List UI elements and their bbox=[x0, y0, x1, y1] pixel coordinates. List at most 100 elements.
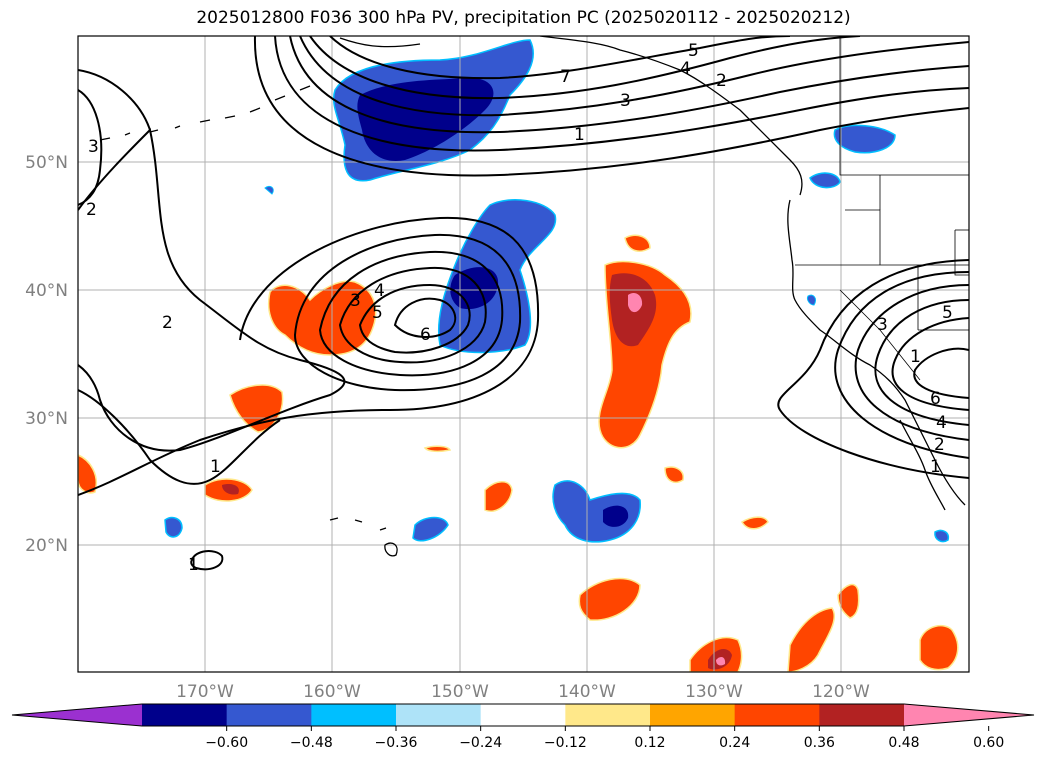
hawaii-islands bbox=[329, 517, 398, 557]
pv-label: 3 bbox=[350, 291, 361, 311]
colorbar-box bbox=[226, 704, 312, 726]
precip-blob-east-3 bbox=[423, 445, 452, 453]
precip-blob-hawaii-east bbox=[412, 516, 449, 542]
precip-blob-canada bbox=[833, 124, 896, 154]
colorbar-tick-label: −0.36 bbox=[375, 735, 418, 751]
precip-blob-central-core bbox=[450, 267, 499, 310]
pv-contour-north-2 bbox=[274, 36, 969, 152]
pv-label: 6 bbox=[930, 389, 941, 409]
pv-label: 5 bbox=[372, 303, 383, 323]
pv-label: 1 bbox=[910, 347, 921, 367]
pv-label: 5 bbox=[942, 303, 953, 323]
pv-label: 1 bbox=[210, 457, 221, 477]
pv-contour-central-4 bbox=[338, 266, 487, 364]
colorbar-tick-label: 0.48 bbox=[888, 735, 919, 751]
precip-blob-baja bbox=[934, 529, 950, 543]
pv-label: 4 bbox=[936, 413, 947, 433]
pv-label: 2 bbox=[86, 200, 97, 220]
pv-label: 6 bbox=[420, 325, 431, 345]
colorbar-tick-label: −0.24 bbox=[459, 735, 502, 751]
pv-contour-east-1 bbox=[777, 259, 969, 479]
precip-blob-east-2 bbox=[664, 466, 684, 483]
colorbar-box bbox=[734, 704, 820, 726]
colorbar-box bbox=[311, 704, 397, 726]
precip-blob-north-pacific-core bbox=[357, 78, 494, 161]
pv-label: 1 bbox=[574, 125, 585, 145]
lon-label: 150°W bbox=[431, 682, 489, 702]
lat-label: 20°N bbox=[25, 536, 68, 556]
pv-contour-central-5 bbox=[358, 283, 471, 354]
pv-contour-north-1 bbox=[253, 36, 969, 177]
pv-contour-north-3 bbox=[289, 36, 969, 134]
lat-label: 40°N bbox=[25, 281, 68, 301]
colorbar: −0.60 −0.48 −0.36 −0.24 −0.12 0.12 0.24 0.36 0.4… bbox=[11, 703, 1035, 751]
pv-label: 2 bbox=[716, 71, 727, 91]
west-coast-north-america bbox=[787, 199, 966, 506]
pv-contour-labels: 3 2 2 1 1 1 3 7 5 4 2 3 4 5 6 3 5 1 6 4 … bbox=[86, 41, 953, 575]
pv-label: 1 bbox=[188, 555, 199, 575]
precip-blob-small-1 bbox=[264, 185, 274, 195]
lon-label: 160°W bbox=[303, 682, 361, 702]
map-title: 2025012800 F036 300 hPa PV, precipitatio… bbox=[196, 8, 851, 28]
pv-contour-central-6 bbox=[393, 297, 457, 338]
colorbar-box bbox=[480, 704, 566, 726]
colorbar-tick-label: 0.60 bbox=[973, 735, 1004, 751]
pv-contours bbox=[78, 36, 969, 571]
colorbar-box bbox=[142, 704, 228, 726]
precip-blob-south-2-peak bbox=[716, 656, 726, 666]
colorbar-extend-min bbox=[12, 704, 142, 726]
pv-label: 1 bbox=[930, 457, 941, 477]
pv-contour-east-2 bbox=[834, 271, 969, 459]
pv-label: 7 bbox=[560, 67, 571, 87]
precip-blob-north-small bbox=[624, 234, 651, 252]
precip-blob-east-4 bbox=[740, 516, 769, 530]
pv-label: 4 bbox=[680, 59, 691, 79]
colorbar-tick-label: −0.60 bbox=[205, 735, 248, 751]
precip-blob-hawaii-west bbox=[164, 516, 183, 538]
pv-label: 2 bbox=[162, 313, 173, 333]
pv-contour-central-2 bbox=[293, 233, 522, 392]
lon-label: 170°W bbox=[176, 682, 234, 702]
aleutian-islands bbox=[99, 85, 311, 141]
pv-contour-west-1a bbox=[78, 69, 151, 131]
pv-contour-west-2 bbox=[78, 127, 346, 452]
pv-contour-east-6 bbox=[913, 347, 969, 399]
pv-label: 5 bbox=[688, 41, 699, 61]
pv-contour-north-5 bbox=[309, 36, 861, 100]
pv-label: 3 bbox=[877, 315, 888, 335]
lat-label: 30°N bbox=[25, 409, 68, 429]
pv-contour-east-4 bbox=[874, 299, 969, 426]
precip-blob-far-west bbox=[78, 454, 97, 494]
precip-negative-regions bbox=[164, 39, 950, 543]
precip-blob-mid-pacific-peak bbox=[628, 293, 643, 313]
lat-label: 50°N bbox=[25, 153, 68, 173]
gridlines bbox=[78, 36, 969, 672]
pv-contour-east-3 bbox=[854, 284, 969, 441]
lon-label: 130°W bbox=[685, 682, 743, 702]
map-frame bbox=[77, 35, 970, 673]
latitude-labels: 50°N 40°N 30°N 20°N bbox=[25, 153, 68, 556]
longitude-labels: 170°W 160°W 150°W 140°W 130°W 120°W bbox=[176, 682, 870, 702]
colorbar-outline bbox=[11, 703, 1035, 727]
pv-label: 2 bbox=[934, 435, 945, 455]
precip-blob-east-coast-a-core bbox=[222, 484, 239, 495]
precip-blob-small-2 bbox=[807, 294, 816, 306]
pv-label: 3 bbox=[88, 137, 99, 157]
map-panel: 3 2 2 1 1 1 3 7 5 4 2 3 4 5 6 3 5 1 6 4 … bbox=[78, 36, 969, 672]
precip-blob-south-3 bbox=[787, 607, 835, 672]
precip-blob-bc-coast bbox=[809, 172, 841, 189]
colorbar-tick-label: 0.12 bbox=[634, 735, 665, 751]
colorbar-box bbox=[396, 704, 482, 726]
precip-blob-south-5 bbox=[919, 624, 959, 671]
lon-label: 120°W bbox=[812, 682, 870, 702]
colorbar-box bbox=[819, 704, 905, 726]
colorbar-tick-label: 0.24 bbox=[719, 735, 750, 751]
pv-contour-west-1b bbox=[78, 389, 281, 485]
precip-blob-subtropical bbox=[552, 480, 641, 543]
precip-blob-subtropical-core bbox=[603, 505, 629, 527]
state-borders bbox=[795, 36, 969, 381]
precip-blob-south-1 bbox=[578, 577, 641, 621]
colorbar-box bbox=[650, 704, 736, 726]
pv-label: 3 bbox=[620, 91, 631, 111]
